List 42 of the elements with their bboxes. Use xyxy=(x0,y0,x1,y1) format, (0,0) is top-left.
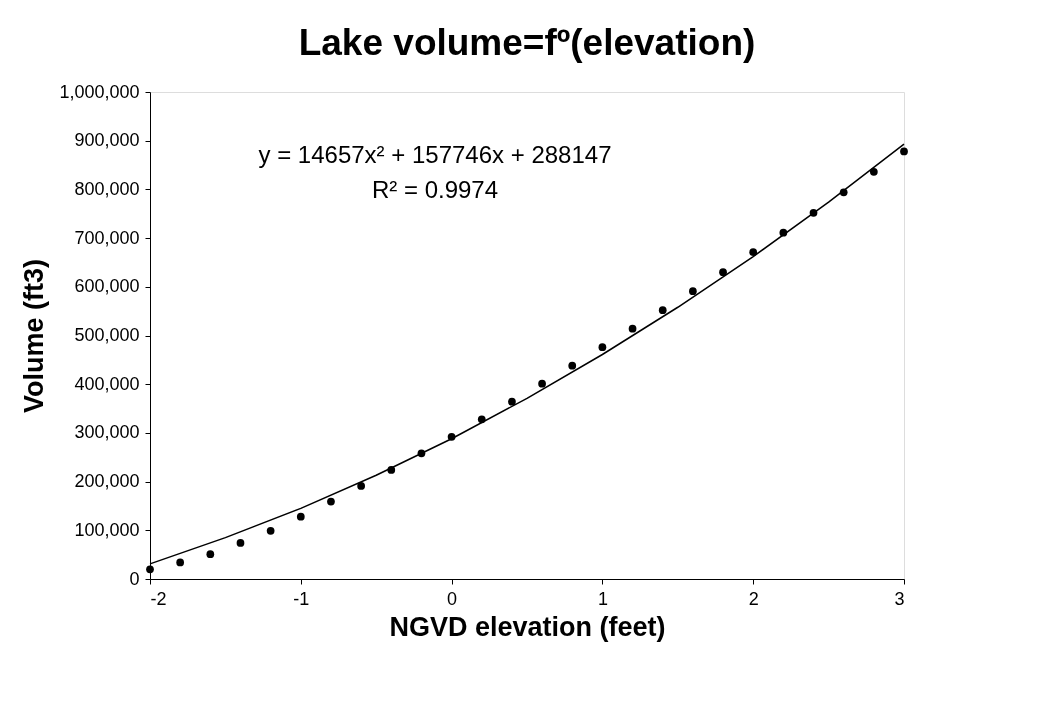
x-tick-label: 3 xyxy=(894,588,905,609)
y-tick-label: 700,000 xyxy=(74,227,140,248)
point xyxy=(568,361,577,370)
y-tick-label: 200,000 xyxy=(74,471,140,492)
point xyxy=(176,558,185,567)
point xyxy=(658,306,667,315)
y-tick-label: 100,000 xyxy=(74,519,140,540)
x-axis-title: NGVD elevation (feet) xyxy=(389,611,666,642)
point xyxy=(296,512,305,521)
x-tick-label: -1 xyxy=(293,588,310,609)
annotation: R² = 0.9974 xyxy=(371,176,499,203)
point xyxy=(477,415,486,424)
annotation: y = 14657x² + 157746x + 288147 xyxy=(258,141,612,168)
point xyxy=(327,497,335,506)
point xyxy=(719,268,727,277)
point xyxy=(628,324,637,333)
point xyxy=(689,287,697,296)
point xyxy=(598,343,607,352)
x-tick-label: 1 xyxy=(597,588,608,609)
y-tick-label: 900,000 xyxy=(74,130,140,151)
point xyxy=(900,147,908,156)
point xyxy=(749,248,758,257)
y-tick-label: 0 xyxy=(129,568,140,589)
y-tick-label: 500,000 xyxy=(74,325,140,345)
point xyxy=(869,168,878,176)
point xyxy=(236,539,245,547)
point xyxy=(538,379,546,388)
y-tick-label: 1,000,000 xyxy=(59,81,140,102)
point xyxy=(146,565,154,574)
point xyxy=(508,397,516,406)
x-tick-label: 2 xyxy=(748,588,759,609)
chart-title: Lake volume=fº(elevation) xyxy=(298,22,756,63)
point xyxy=(266,526,275,535)
y-tick-label: 800,000 xyxy=(74,178,140,199)
point xyxy=(357,482,365,490)
x-tick-label: 0 xyxy=(447,588,458,609)
x-tick-label: -2 xyxy=(150,588,167,609)
point xyxy=(206,550,215,559)
y-tick-label: 600,000 xyxy=(74,276,140,297)
y-tick-label: 400,000 xyxy=(74,373,140,394)
y-tick-label: 300,000 xyxy=(74,422,140,443)
y-axis-title: Volume (ft3) xyxy=(19,259,50,413)
